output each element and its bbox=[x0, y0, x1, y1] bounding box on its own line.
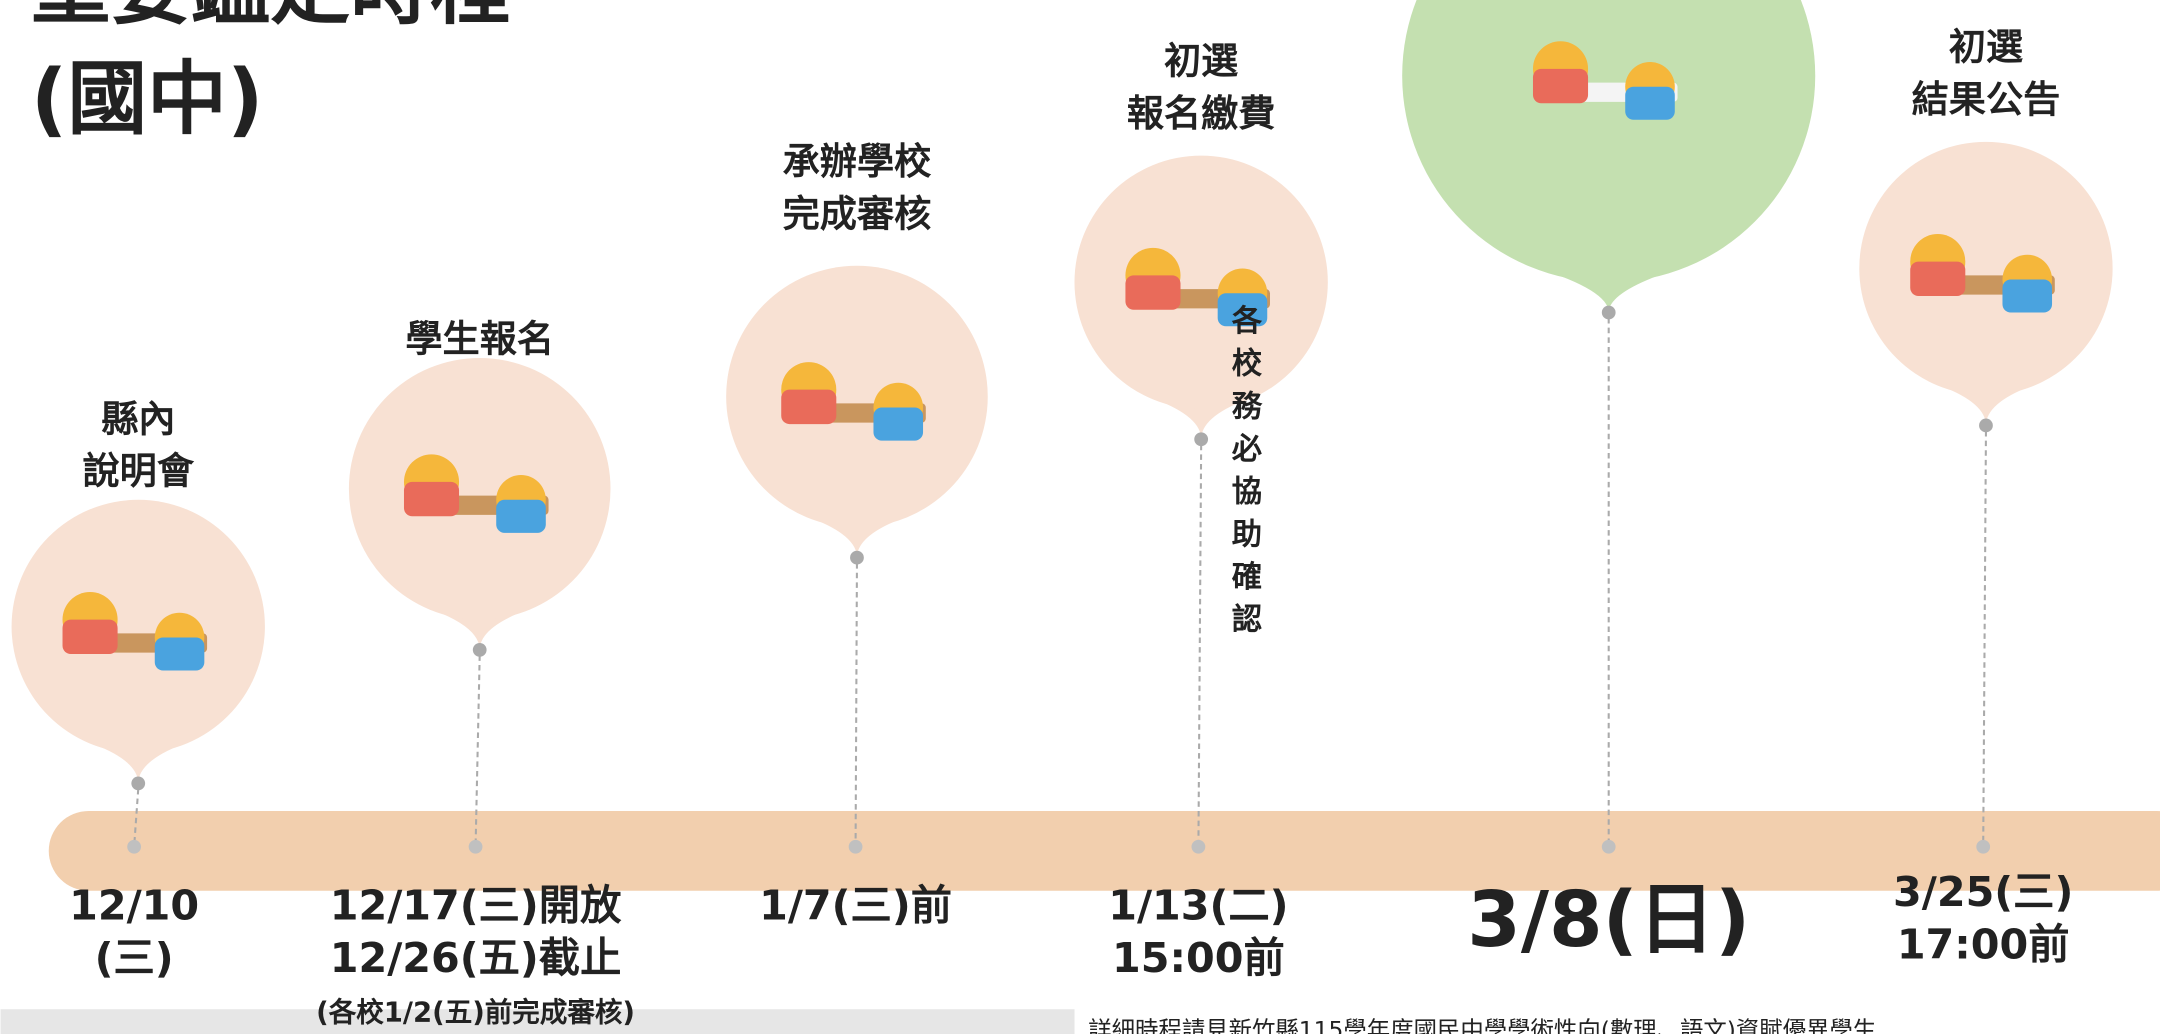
pin-circle bbox=[1074, 156, 1327, 409]
reminder: 各校務必協助確認 bbox=[1226, 303, 1262, 646]
event-date: 3/8(日) bbox=[1467, 875, 1750, 965]
band-dot bbox=[849, 840, 863, 854]
event-date: 17:00前 bbox=[1897, 920, 2070, 968]
event-date: 3/25(三) bbox=[1893, 868, 2073, 916]
footer-text: 詳細時程請見新竹縣115學年度國民中學學術性向(數理、語文)資賦優異學生 bbox=[1088, 1016, 1876, 1034]
character bbox=[63, 620, 118, 654]
event-date: 12/10 bbox=[69, 882, 199, 930]
connector bbox=[1983, 431, 1986, 847]
event-date: 1/7(三)前 bbox=[759, 882, 952, 930]
band-dot bbox=[469, 840, 483, 854]
band-dot bbox=[1192, 840, 1206, 854]
event-date: (三) bbox=[95, 934, 174, 982]
connector bbox=[856, 563, 857, 847]
event-label: 學生報名 bbox=[405, 317, 554, 361]
character bbox=[496, 500, 546, 533]
pin-circle bbox=[12, 500, 265, 753]
event-date: 12/26(五)截止 bbox=[330, 934, 622, 982]
connector bbox=[1198, 445, 1201, 847]
band-dot bbox=[127, 840, 141, 854]
character bbox=[155, 637, 205, 670]
event-label: 縣內 bbox=[101, 396, 175, 440]
character bbox=[1533, 69, 1588, 103]
character bbox=[2002, 279, 2052, 312]
pin-dot bbox=[131, 777, 145, 791]
page: {"title": ["重要鑑定時程", "(國中)"], "events": … bbox=[0, 0, 2160, 1034]
event-label: 結果公告 bbox=[1912, 77, 2061, 121]
pin-dot bbox=[1194, 432, 1208, 446]
character bbox=[873, 408, 923, 441]
event-date: 15:00前 bbox=[1112, 934, 1285, 982]
event-label: 初選 bbox=[1164, 38, 1238, 82]
event-note: (各校1/2(五)前完成審核) bbox=[316, 996, 635, 1028]
event-label: 承辦學校 bbox=[783, 139, 932, 183]
event-label: 說明會 bbox=[83, 449, 195, 493]
character bbox=[1125, 275, 1180, 309]
pin-dot bbox=[1979, 419, 1993, 433]
pin-circle bbox=[349, 358, 611, 620]
title-line: (國中) bbox=[31, 53, 264, 146]
pin-circle bbox=[1402, 0, 1815, 282]
band-dot bbox=[1976, 840, 1990, 854]
timeline: 重要鑑定時程 (國中) 詳細時程請見新竹縣115學年度國民中學學術性向(數理、語… bbox=[0, 0, 2160, 1034]
band-dot bbox=[1602, 840, 1616, 854]
event-label: 報名繳費 bbox=[1127, 91, 1276, 135]
title-line: 重要鑑定時程 bbox=[31, 0, 510, 36]
pin-circle bbox=[1859, 142, 2112, 395]
event-label: 初選 bbox=[1949, 25, 2023, 69]
event-label: 完成審核 bbox=[783, 191, 932, 235]
character bbox=[1625, 87, 1675, 120]
character bbox=[781, 390, 836, 424]
event-date: 12/17(三)開放 bbox=[330, 882, 622, 930]
timeline-band bbox=[49, 811, 2160, 891]
pin-dot bbox=[850, 551, 864, 565]
pin-dot bbox=[473, 643, 487, 657]
character bbox=[404, 482, 459, 516]
pin-dot bbox=[1602, 306, 1616, 320]
event-date: 1/13(二) bbox=[1108, 882, 1288, 930]
character bbox=[1910, 262, 1965, 296]
pin-circle bbox=[726, 266, 988, 528]
